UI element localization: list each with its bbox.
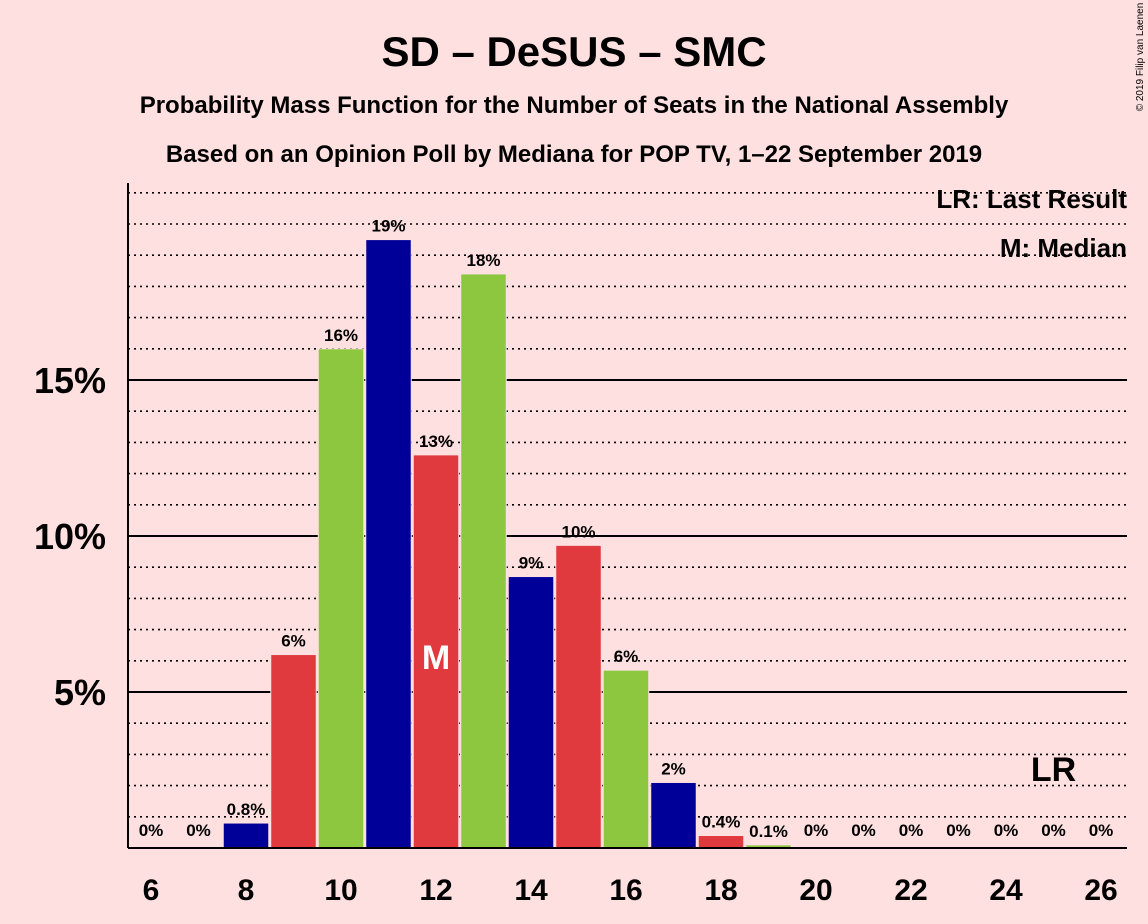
bar xyxy=(460,273,507,849)
data-label: 9% xyxy=(519,554,544,573)
legend-median: M: Median xyxy=(1000,233,1127,263)
x-tick-label: 24 xyxy=(989,874,1023,907)
data-label: 18% xyxy=(466,251,500,270)
bar xyxy=(365,239,412,849)
data-label: 0.1% xyxy=(749,822,788,841)
x-tick-label: 8 xyxy=(238,874,255,907)
data-label: 0% xyxy=(186,821,211,840)
data-label: 0% xyxy=(804,821,829,840)
x-tick-label: 16 xyxy=(609,874,642,907)
legend-last-result: LR: Last Result xyxy=(936,184,1127,214)
data-labels: 0% 0% 0.8% 6% 16% 19% 13% 18% 9% 10% 6% 2% 0.4% 0.1% 0… xyxy=(139,217,1114,841)
data-label: 0% xyxy=(899,821,924,840)
copyright-text: © 2019 Filip van Laenen xyxy=(1135,3,1146,112)
data-label: 19% xyxy=(371,217,405,236)
data-label: 0% xyxy=(994,821,1019,840)
x-tick-label: 20 xyxy=(799,874,832,907)
bar xyxy=(555,544,602,849)
data-label: 0% xyxy=(1041,821,1066,840)
axes: 5% 10% 15% 6 8 10 12 14 16 18 20 22 24 26 xyxy=(34,183,1127,907)
x-tick-label: 26 xyxy=(1084,874,1117,907)
last-result-marker: LR xyxy=(1031,751,1076,789)
chart-title: SD – DeSUS – SMC xyxy=(381,28,766,75)
bar xyxy=(270,654,317,849)
bar xyxy=(317,348,365,849)
data-label: 0% xyxy=(1089,821,1114,840)
chart-subtitle-1: Probability Mass Function for the Number… xyxy=(140,92,1009,119)
data-label: 0% xyxy=(946,821,971,840)
data-label: 0.4% xyxy=(702,813,741,832)
chart-subtitle-2: Based on an Opinion Poll by Mediana for … xyxy=(166,141,982,168)
y-tick-label: 15% xyxy=(34,360,106,401)
x-tick-label: 18 xyxy=(704,874,737,907)
data-label: 13% xyxy=(419,432,453,451)
x-tick-label: 10 xyxy=(324,874,357,907)
data-label: 10% xyxy=(561,522,595,541)
data-label: 6% xyxy=(614,647,639,666)
data-label: 16% xyxy=(324,326,358,345)
x-tick-label: 12 xyxy=(419,874,452,907)
bar xyxy=(412,454,460,849)
y-tick-label: 5% xyxy=(54,672,106,713)
data-label: 2% xyxy=(661,759,686,778)
bar xyxy=(222,822,270,849)
bar xyxy=(697,835,745,849)
x-tick-label: 14 xyxy=(514,874,548,907)
bars xyxy=(222,239,792,849)
data-label: 6% xyxy=(281,632,306,651)
bar xyxy=(650,781,697,849)
data-label: 0% xyxy=(851,821,876,840)
x-tick-label: 6 xyxy=(143,874,160,907)
data-label: 0.8% xyxy=(227,800,266,819)
y-tick-label: 10% xyxy=(34,516,106,557)
x-tick-label: 22 xyxy=(894,874,927,907)
bar xyxy=(602,669,650,849)
bar xyxy=(507,576,555,849)
data-label: 0% xyxy=(139,821,164,840)
median-marker: M xyxy=(422,639,450,677)
